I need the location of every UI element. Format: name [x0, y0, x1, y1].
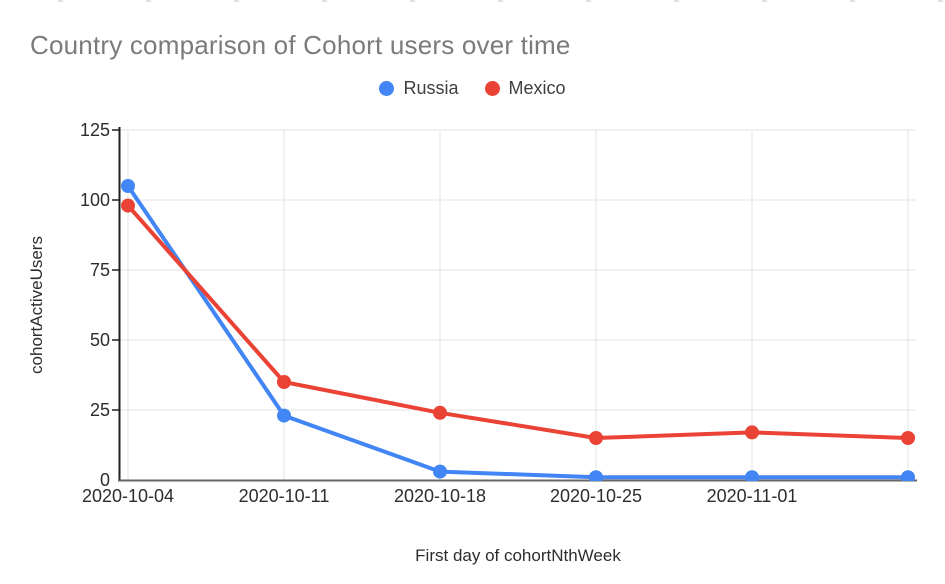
series-line-mexico — [126, 203, 910, 440]
series-group — [121, 179, 915, 484]
y-tick-label: 125 — [80, 120, 110, 140]
y-tick-label: 25 — [90, 400, 110, 420]
x-axis-title: First day of cohortNthWeek — [415, 546, 621, 565]
series-line-russia — [126, 184, 910, 480]
data-point-russia-4[interactable] — [745, 470, 759, 484]
x-tick-label: 2020-11-01 — [707, 486, 798, 506]
top-edge-artifacts — [58, 0, 945, 2]
data-point-russia-3[interactable] — [589, 470, 603, 484]
data-point-russia-2[interactable] — [433, 464, 447, 479]
legend-item-mexico[interactable]: Mexico — [484, 78, 566, 99]
chart-title: Country comparison of Cohort users over … — [30, 30, 571, 60]
mexico-series-dot-icon — [484, 81, 500, 96]
data-point-russia-1[interactable] — [277, 408, 291, 423]
data-point-mexico-5[interactable] — [901, 431, 915, 445]
data-point-russia-0[interactable] — [121, 179, 135, 193]
x-tick-label: 2020-10-25 — [550, 486, 642, 506]
data-point-mexico-2[interactable] — [433, 405, 447, 420]
x-tick-label: 2020-10-11 — [239, 486, 330, 506]
legend-label-russia: Russia — [403, 78, 459, 98]
data-point-mexico-1[interactable] — [277, 375, 291, 389]
russia-series-dot-icon — [379, 81, 395, 96]
legend-label-mexico: Mexico — [508, 78, 566, 98]
x-tick-label: 2020-10-18 — [394, 486, 486, 506]
y-tick-label: 0 — [100, 470, 110, 490]
data-point-mexico-0[interactable] — [121, 198, 135, 213]
chart-legend: Russia Mexico — [0, 78, 945, 99]
y-tick-label: 75 — [90, 260, 110, 280]
y-tick-label: 50 — [90, 330, 110, 350]
legend-item-russia[interactable]: Russia — [379, 78, 459, 99]
y-tick-label: 100 — [80, 190, 110, 210]
data-point-mexico-4[interactable] — [745, 425, 759, 440]
data-point-mexico-3[interactable] — [589, 431, 603, 445]
data-point-russia-5[interactable] — [901, 470, 915, 484]
x-tick-label: 2020-10-04 — [82, 486, 174, 506]
